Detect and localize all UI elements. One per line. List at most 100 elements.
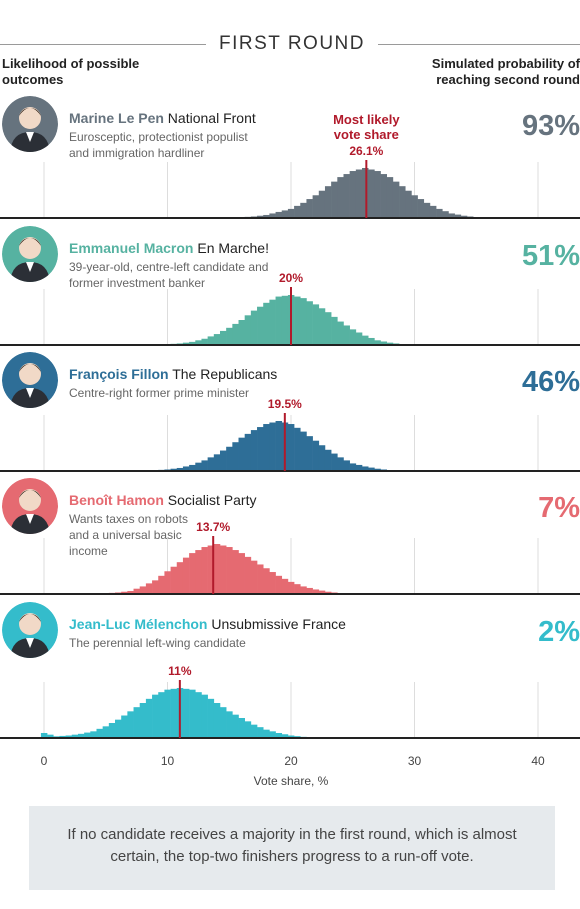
histogram-bar xyxy=(281,734,289,738)
histogram-bar xyxy=(300,202,307,218)
histogram-bar xyxy=(226,327,233,345)
candidate-name: Emmanuel Macron xyxy=(69,240,194,256)
histogram-bar xyxy=(287,208,295,218)
histogram-bar xyxy=(232,442,239,471)
x-tick-label: 10 xyxy=(161,754,175,768)
histogram-bar xyxy=(460,215,468,218)
histogram-bar xyxy=(195,340,202,345)
histogram-bar xyxy=(386,342,394,345)
right-column-heading: Simulated probability of reaching second… xyxy=(432,56,580,88)
candidate-name: François Fillon xyxy=(69,366,169,382)
histogram-bar xyxy=(219,330,227,345)
histogram-bar xyxy=(411,195,418,218)
histogram-bar xyxy=(392,181,400,218)
histogram-bar xyxy=(368,467,375,471)
histogram-bar xyxy=(362,168,369,218)
candidate-heading: François Fillon The Republicans xyxy=(69,366,277,382)
histogram-bar xyxy=(170,566,178,594)
histogram-bar xyxy=(281,210,289,218)
histogram-bar xyxy=(343,174,350,218)
histogram-bar xyxy=(318,590,326,594)
histogram-bar xyxy=(47,734,54,738)
mode-label: 20% xyxy=(279,271,303,285)
histogram-bar xyxy=(448,213,455,218)
histogram-bar xyxy=(306,436,313,471)
histogram-bar xyxy=(121,715,128,738)
candidate-heading: Marine Le Pen National Front xyxy=(69,110,256,126)
histogram-bar xyxy=(189,553,196,594)
histogram-bar xyxy=(195,462,202,471)
histogram-bar xyxy=(269,572,276,594)
histogram-bar xyxy=(337,321,344,345)
candidate-description: Eurosceptic, protectionist populist and … xyxy=(69,130,248,160)
candidate-party: National Front xyxy=(163,110,256,126)
histogram-bar xyxy=(195,692,202,738)
histogram-bar xyxy=(386,177,394,218)
histogram-bar xyxy=(219,707,227,738)
histogram-bar xyxy=(355,332,363,345)
second-round-probability: 46% xyxy=(521,366,580,398)
candidate-description: Centre-right former prime minister xyxy=(69,386,250,400)
histogram-bar xyxy=(275,421,283,471)
histogram-bar xyxy=(331,453,338,471)
second-round-probability: 2% xyxy=(538,616,580,648)
histogram-bar xyxy=(300,431,307,471)
histogram-bar xyxy=(219,545,227,594)
histogram-bar xyxy=(275,211,283,218)
histogram-bar xyxy=(269,213,276,218)
candidate-party: Unsubmissive France xyxy=(207,616,346,632)
histogram-bar xyxy=(368,337,375,345)
histogram-bar xyxy=(40,733,48,738)
histogram-bar xyxy=(244,315,252,345)
candidate-heading: Benoît Hamon Socialist Party xyxy=(69,492,256,508)
histogram-bar xyxy=(195,550,202,594)
header-rule-right xyxy=(378,44,580,45)
histogram-bar xyxy=(250,560,258,594)
candidate-photo xyxy=(2,602,58,658)
histogram-bar xyxy=(454,214,462,218)
histogram-bar xyxy=(287,424,295,471)
histogram-bar xyxy=(423,202,431,218)
histogram-bar xyxy=(213,544,221,594)
histogram-bar xyxy=(133,707,141,738)
histogram-bar xyxy=(127,590,134,594)
histogram-bar xyxy=(355,464,363,471)
histogram-bar xyxy=(368,169,375,218)
candidate-photo xyxy=(2,96,58,152)
candidate-description: 39-year-old, centre-left candidate and f… xyxy=(69,260,269,290)
candidate-heading: Emmanuel Macron En Marche! xyxy=(69,240,269,256)
histogram-bar xyxy=(349,329,357,345)
histogram-bar xyxy=(374,468,381,471)
left-column-heading: Likelihood of possible outcomes xyxy=(2,56,162,88)
histogram-bar xyxy=(207,457,215,471)
histogram-bar xyxy=(207,698,215,738)
histogram-bar xyxy=(257,306,264,345)
candidate-heading: Jean-Luc Mélenchon Unsubmissive France xyxy=(69,616,346,632)
histogram-bar xyxy=(331,181,338,218)
histogram-bar xyxy=(300,586,307,594)
histogram-bar xyxy=(108,723,116,738)
histogram-bar xyxy=(226,547,233,594)
histogram-bar xyxy=(275,733,283,738)
histogram-bar xyxy=(244,433,252,471)
histogram-bar xyxy=(158,692,165,738)
candidate-party: En Marche! xyxy=(193,240,269,256)
candidate-photo xyxy=(2,352,58,408)
candidate-name: Marine Le Pen xyxy=(69,110,164,126)
right-column-heading-line1: Simulated probability of xyxy=(431,56,580,71)
histogram-bar xyxy=(127,711,134,738)
histogram-bar xyxy=(374,340,381,345)
histogram-bar xyxy=(343,325,350,345)
candidate-description: The perennial left-wing candidate xyxy=(69,636,246,650)
histogram-bar xyxy=(176,467,184,471)
histogram-bar xyxy=(294,296,301,345)
histogram-bar xyxy=(213,454,221,471)
histogram-bar xyxy=(306,587,313,594)
histogram-bar xyxy=(226,446,233,471)
histogram-bar xyxy=(380,341,388,345)
histogram-bar xyxy=(281,295,289,345)
histogram-bar xyxy=(213,334,221,345)
histogram-bar xyxy=(405,190,412,218)
histogram-bar xyxy=(170,468,178,471)
histogram-bar xyxy=(152,694,159,738)
